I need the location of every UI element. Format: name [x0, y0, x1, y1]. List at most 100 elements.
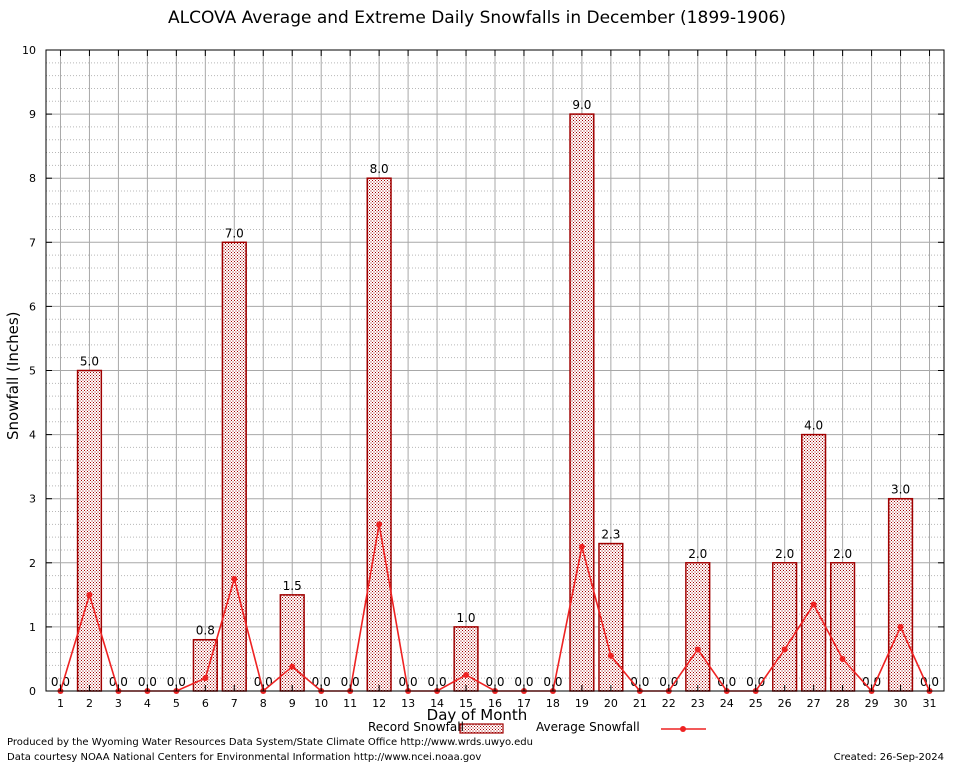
average-point-day-28	[839, 655, 846, 662]
bar-value-label: 0.0	[109, 675, 128, 689]
legend-record-swatch	[459, 723, 504, 734]
x-tick-label: 25	[749, 697, 763, 710]
x-tick-label: 1	[57, 697, 64, 710]
record-bar-day-7	[221, 241, 247, 692]
average-point-day-27	[810, 601, 817, 608]
x-tick-label: 4	[144, 697, 151, 710]
bar-value-label: 0.0	[312, 675, 331, 689]
y-tick-label: 6	[29, 300, 36, 313]
bar-value-label: 2.3	[601, 528, 620, 542]
x-tick-label: 2	[86, 697, 93, 710]
bar-value-label: 2.0	[833, 547, 852, 561]
bar-value-label: 7.0	[225, 226, 244, 240]
x-tick-label: 6	[202, 697, 209, 710]
bar-value-label: 0.0	[514, 675, 533, 689]
average-point-day-9	[289, 663, 296, 670]
record-bar-day-2	[76, 369, 103, 692]
x-tick-label: 13	[401, 697, 415, 710]
x-tick-label: 23	[691, 697, 705, 710]
bar-value-label: 0.0	[485, 675, 504, 689]
bar-value-label: 2.0	[688, 547, 707, 561]
y-tick-label: 5	[29, 365, 36, 378]
legend-average-label: Average Snowfall	[536, 720, 640, 734]
bar-value-label: 0.0	[543, 675, 562, 689]
x-tick-label: 9	[289, 697, 296, 710]
average-point-day-23	[694, 646, 701, 653]
y-axis-label: Snowfall (Inches)	[4, 311, 22, 440]
bar-value-label: 9.0	[572, 98, 591, 112]
y-tick-label: 10	[22, 44, 36, 57]
x-tick-label: 20	[604, 697, 618, 710]
x-axis-label: Day of Month	[426, 706, 528, 724]
x-tick-label: 26	[778, 697, 792, 710]
grid	[46, 49, 944, 692]
record-bar-day-20	[598, 542, 624, 692]
x-tick-label: 17	[517, 697, 531, 710]
x-tick-label: 29	[865, 697, 879, 710]
x-tick-label: 5	[173, 697, 180, 710]
bar-value-label: 2.0	[775, 547, 794, 561]
x-tick-label: 27	[807, 697, 821, 710]
footer-produced-by: Produced by the Wyoming Water Resources …	[7, 737, 533, 748]
record-bar-day-23	[685, 562, 711, 692]
record-bar-day-30	[887, 497, 914, 692]
average-point-day-30	[897, 623, 904, 630]
y-tick-label: 3	[29, 493, 36, 506]
record-bar-day-12	[366, 177, 392, 692]
bar-value-label: 0.0	[428, 675, 447, 689]
x-tick-label: 10	[314, 697, 328, 710]
record-bar-day-27	[801, 433, 827, 692]
y-tick-label: 1	[29, 621, 36, 634]
bar-value-label: 0.0	[138, 675, 157, 689]
x-tick-label: 24	[720, 697, 734, 710]
y-tick-label: 0	[29, 685, 36, 698]
x-tick-label: 28	[836, 697, 850, 710]
record-bar-day-9	[279, 594, 305, 692]
footer-data-courtesy: Data courtesy NOAA National Centers for …	[7, 752, 482, 763]
y-tick-label: 4	[29, 429, 36, 442]
record-bar-day-19	[569, 113, 595, 692]
average-point-day-15	[463, 671, 470, 678]
x-tick-label: 30	[894, 697, 908, 710]
bar-value-label: 1.0	[456, 611, 475, 625]
record-bar-day-15	[453, 626, 479, 692]
y-tick-label: 7	[29, 236, 36, 249]
x-tick-label: 7	[231, 697, 238, 710]
y-tick-label: 9	[29, 108, 36, 121]
x-tick-label: 21	[633, 697, 647, 710]
bar-value-label: 3.0	[891, 483, 910, 497]
average-point-day-7	[231, 575, 238, 582]
bar-value-label: 0.0	[254, 675, 273, 689]
bar-value-label: 0.0	[399, 675, 418, 689]
average-point-day-12	[376, 521, 383, 528]
x-tick-label: 14	[430, 697, 444, 710]
average-point-day-26	[781, 646, 788, 653]
bar-value-label: 8.0	[370, 162, 389, 176]
bar-value-label: 1.5	[283, 579, 302, 593]
average-point-day-6	[202, 675, 209, 682]
bar-value-label: 5.0	[80, 355, 99, 369]
bar-value-label: 0.0	[51, 675, 70, 689]
x-tick-label: 3	[115, 697, 122, 710]
average-point-day-20	[607, 652, 614, 659]
x-tick-label: 16	[488, 697, 502, 710]
y-tick-label: 2	[29, 557, 36, 570]
x-tick-label: 8	[260, 697, 267, 710]
x-tick-label: 18	[546, 697, 560, 710]
x-tick-label: 31	[923, 697, 937, 710]
chart-title: ALCOVA Average and Extreme Daily Snowfal…	[168, 8, 786, 28]
average-point-day-19	[578, 543, 585, 550]
x-tick-label: 12	[372, 697, 386, 710]
legend-average-marker	[680, 726, 686, 732]
record-bar-day-28	[829, 562, 856, 692]
legend-record-label: Record Snowfall	[368, 720, 464, 734]
x-tick-label: 11	[343, 697, 357, 710]
bar-value-label: 0.8	[196, 624, 215, 638]
y-tick-label: 8	[29, 172, 36, 185]
x-tick-label: 19	[575, 697, 589, 710]
x-tick-label: 15	[459, 697, 473, 710]
bar-value-label: 0.0	[167, 675, 186, 689]
record-bar-day-26	[772, 562, 798, 692]
